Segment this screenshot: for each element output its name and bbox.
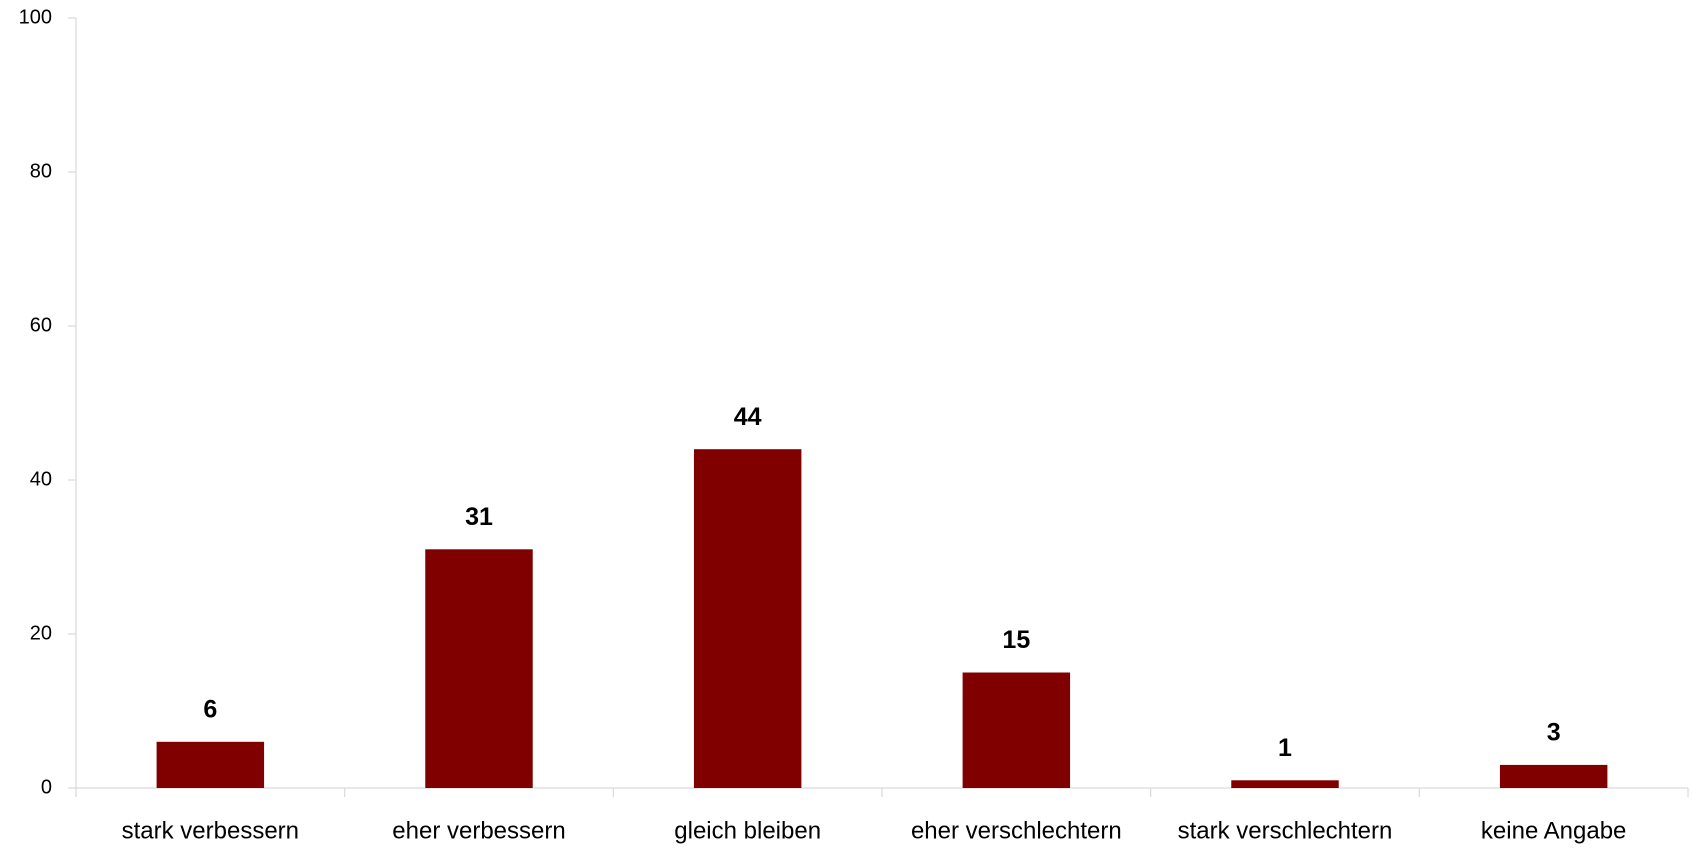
x-tick-label: gleich bleiben [674,817,821,844]
y-tick-label: 0 [41,776,52,798]
data-label: 31 [465,503,493,531]
y-tick-label: 40 [30,468,52,490]
x-tick-label: eher verschlechtern [911,817,1122,844]
data-label: 1 [1278,734,1292,762]
x-tick-label: keine Angabe [1481,817,1626,844]
y-tick-label: 60 [30,314,52,336]
y-tick-label: 100 [19,6,52,28]
bar [693,449,802,788]
bar [1231,780,1339,788]
data-label: 15 [1002,626,1030,654]
bar [156,741,265,788]
data-label: 6 [203,695,217,723]
y-tick-label: 80 [30,160,52,182]
x-tick-label: eher verbessern [392,817,565,844]
y-tick-label: 20 [30,622,52,644]
bar [1499,764,1608,788]
x-tick-label: stark verbessern [122,817,299,844]
x-tick-label: stark verschlechtern [1178,817,1393,844]
data-label: 44 [734,403,762,431]
data-label: 3 [1547,719,1561,747]
bar [425,549,533,788]
bar [962,672,1071,788]
